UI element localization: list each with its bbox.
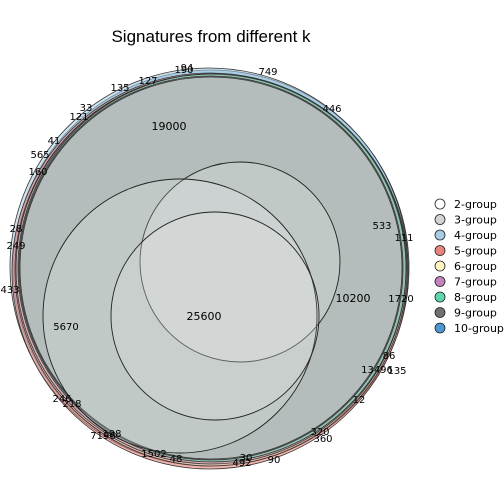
legend-label: 2-group bbox=[454, 198, 497, 211]
legend-label: 10-group bbox=[454, 322, 504, 335]
legend: 2-group 3-group 4-group 5-group 6-group 7-gro… bbox=[434, 198, 504, 335]
region-label: 121 bbox=[69, 112, 88, 123]
region-label: 1720 bbox=[388, 294, 413, 305]
region-label: 446 bbox=[322, 104, 341, 115]
region-label: 218 bbox=[62, 399, 81, 410]
legend-label: 5-group bbox=[454, 245, 497, 258]
region-labels: 749 446 190 94 127 135 33 121 41 565 160… bbox=[0, 63, 413, 469]
legend-item: 7-group bbox=[434, 276, 497, 289]
region-label: 320 bbox=[310, 427, 329, 438]
legend-swatch bbox=[434, 260, 446, 272]
circle-2-group-inner bbox=[110, 211, 320, 421]
region-label: 135 bbox=[110, 83, 129, 94]
region-label: 12 bbox=[353, 395, 366, 406]
legend-item: 6-group bbox=[434, 260, 497, 273]
legend-item: 5-group bbox=[434, 245, 497, 258]
region-label: 533 bbox=[372, 221, 391, 232]
region-label: 492 bbox=[232, 458, 251, 469]
region-label: 1502 bbox=[141, 449, 166, 460]
legend-label: 3-group bbox=[454, 214, 497, 227]
region-label: 33 bbox=[80, 103, 93, 114]
legend-label: 4-group bbox=[454, 229, 497, 242]
circle-2-group-large bbox=[139, 161, 341, 363]
region-label: 5670 bbox=[53, 322, 78, 333]
legend-swatch bbox=[434, 229, 446, 241]
region-label: 41 bbox=[48, 136, 61, 147]
legend-swatch bbox=[434, 198, 446, 210]
region-label: 190 bbox=[174, 65, 193, 76]
legend-item: 8-group bbox=[434, 291, 497, 304]
region-label: 565 bbox=[30, 150, 49, 161]
region-label: 198 bbox=[102, 429, 121, 440]
region-label: 10200 bbox=[336, 292, 371, 305]
legend-item: 9-group bbox=[434, 307, 497, 320]
region-label: 246 bbox=[52, 394, 71, 405]
legend-item: 2-group bbox=[434, 198, 497, 211]
region-label: 135 bbox=[387, 366, 406, 377]
circle-2-group bbox=[42, 178, 318, 454]
legend-swatch bbox=[434, 276, 446, 287]
region-label: 749 bbox=[258, 67, 277, 78]
region-label: 111 bbox=[394, 233, 413, 244]
legend-item: 3-group bbox=[434, 214, 497, 227]
region-label: 13496 bbox=[361, 365, 393, 376]
legend-label: 8-group bbox=[454, 291, 497, 304]
legend-label: 9-group bbox=[454, 307, 497, 320]
legend-item: 10-group bbox=[434, 322, 504, 335]
region-label: 127 bbox=[138, 76, 157, 87]
region-label: 28 bbox=[10, 224, 23, 235]
legend-swatch bbox=[434, 245, 446, 256]
legend-swatch bbox=[434, 214, 446, 225]
chart-title: Signatures from different k bbox=[111, 27, 311, 46]
region-label: 160 bbox=[28, 167, 47, 178]
legend-label: 7-group bbox=[454, 276, 497, 289]
region-label: 249 bbox=[6, 241, 25, 252]
region-label: 86 bbox=[383, 351, 396, 362]
region-label: 19000 bbox=[152, 120, 187, 133]
region-label: 360 bbox=[313, 434, 332, 445]
venn-circles bbox=[9, 67, 410, 470]
region-label: 7196 bbox=[90, 431, 115, 442]
legend-item: 4-group bbox=[434, 229, 497, 242]
region-label: 25600 bbox=[187, 310, 222, 323]
region-label: 48 bbox=[170, 454, 183, 465]
legend-swatch bbox=[434, 291, 446, 303]
circle-3-group bbox=[19, 76, 403, 460]
legend-swatch bbox=[434, 307, 446, 318]
region-label: 94 bbox=[181, 63, 194, 74]
legend-label: 6-group bbox=[454, 260, 497, 273]
legend-swatch bbox=[434, 322, 446, 334]
region-label: 433 bbox=[0, 285, 19, 296]
region-label: 90 bbox=[268, 455, 281, 466]
region-label: 30 bbox=[240, 453, 253, 464]
